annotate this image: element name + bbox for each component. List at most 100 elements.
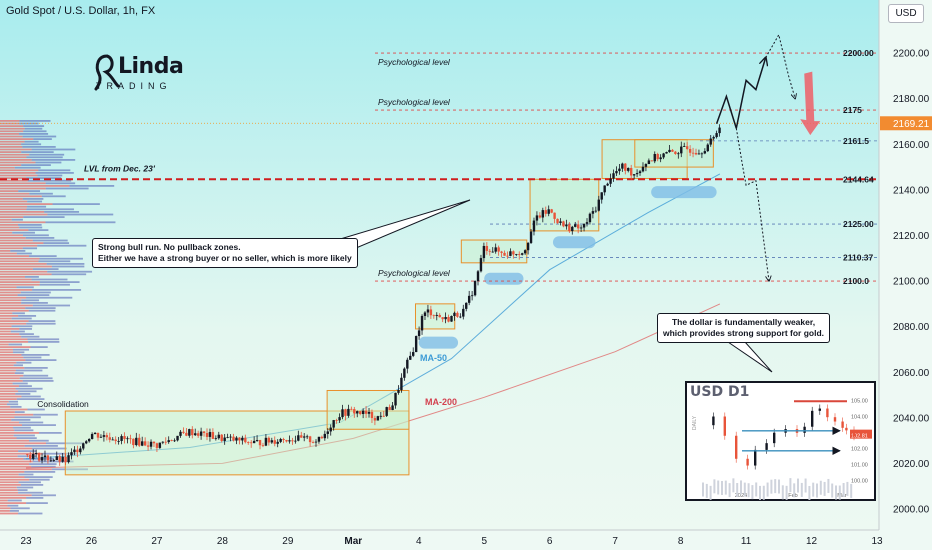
volume-profile-buy-bar — [16, 252, 32, 255]
volume-profile-sell-bar — [0, 200, 28, 203]
volume-profile-sell-bar — [0, 250, 11, 252]
volume-profile-buy-bar — [25, 359, 57, 361]
candle-body — [238, 437, 241, 441]
x-tick-label: 7 — [612, 536, 618, 547]
volume-profile-sell-bar — [0, 465, 32, 468]
volume-profile-buy-bar — [37, 244, 87, 247]
candle-body — [591, 211, 595, 214]
logo-subtext: TRADING — [96, 81, 172, 91]
volume-profile-buy-bar — [47, 270, 93, 273]
volume-profile-sell-bar — [0, 330, 11, 333]
x-tick-label: 28 — [217, 536, 229, 547]
candle-body — [300, 435, 303, 438]
inset-candle-body — [754, 449, 757, 466]
volume-profile-sell-bar — [0, 359, 26, 361]
candle-body — [252, 440, 256, 444]
volume-profile-buy-bar — [31, 159, 76, 161]
candle-body — [541, 210, 545, 218]
volume-profile-buy-bar — [30, 346, 48, 348]
candle-body — [465, 302, 468, 309]
candle-body — [55, 456, 58, 461]
candle-body — [685, 146, 689, 149]
candle-body — [338, 417, 341, 421]
volume-profile-buy-bar — [19, 226, 43, 229]
volume-profile-buy-bar — [22, 247, 38, 250]
volume-profile-buy-bar — [13, 364, 23, 367]
volume-profile-buy-bar — [28, 309, 56, 312]
candle-body — [571, 226, 574, 232]
inset-volume-bar — [789, 478, 792, 493]
volume-profile-sell-bar — [0, 153, 30, 156]
volume-profile-sell-bar — [0, 491, 19, 494]
inset-volume-bar — [736, 483, 739, 498]
candle-body — [470, 295, 474, 297]
volume-profile-buy-bar — [32, 289, 82, 291]
candle-body — [199, 431, 203, 436]
candle-body — [715, 133, 718, 138]
candle-body — [426, 309, 430, 313]
volume-profile-buy-bar — [24, 276, 39, 278]
volume-profile-sell-bar — [0, 486, 17, 489]
candle-body — [506, 255, 509, 257]
candle-body — [146, 445, 150, 447]
candle-body — [61, 456, 64, 462]
volume-profile-sell-bar — [0, 424, 22, 426]
x-tick-label: 26 — [86, 536, 98, 547]
inset-volume-bar — [713, 479, 716, 494]
candle-body — [441, 317, 444, 320]
candle-body — [123, 436, 126, 439]
candle-body — [326, 431, 329, 434]
candle-body — [232, 436, 235, 441]
candle-body — [621, 163, 624, 169]
volume-profile-sell-bar — [0, 185, 70, 187]
volume-profile-buy-bar — [14, 429, 34, 432]
inset-y-tick: 104.00 — [851, 415, 868, 421]
volume-profile-buy-bar — [17, 455, 37, 458]
candle-body — [229, 436, 232, 438]
candle-body — [158, 442, 162, 448]
inset-volume-bar — [728, 483, 731, 498]
volume-profile-buy-bar — [26, 296, 73, 299]
volume-profile-buy-bar — [18, 224, 42, 226]
volume-profile-buy-bar — [29, 478, 50, 481]
inset-candle-body — [833, 417, 837, 422]
x-tick-label: 6 — [547, 536, 553, 547]
candle-body — [523, 250, 527, 254]
volume-profile-sell-bar — [0, 413, 34, 416]
candle-body — [438, 314, 441, 318]
candle-body — [34, 453, 38, 455]
volume-profile-buy-bar — [23, 234, 49, 237]
volume-profile-sell-bar — [0, 504, 8, 507]
ma200-label: MA-200 — [425, 397, 457, 407]
candle-body — [582, 223, 586, 228]
candle-body — [87, 439, 91, 442]
volume-profile-buy-bar — [32, 268, 59, 270]
volume-profile-sell-bar — [0, 400, 9, 403]
candle-body — [500, 251, 503, 253]
inset-volume-bar — [762, 485, 765, 500]
volume-profile-sell-bar — [0, 346, 31, 348]
inset-volume-bar — [778, 479, 780, 494]
volume-profile-buy-bar — [18, 450, 37, 452]
currency-button[interactable]: USD — [888, 4, 924, 23]
inset-candle-body — [845, 427, 848, 431]
chart-title: Gold Spot / U.S. Dollar, 1h, FX — [6, 5, 156, 17]
volume-profile-buy-bar — [17, 294, 50, 296]
volume-profile-buy-bar — [51, 265, 85, 268]
volume-profile-buy-bar — [21, 424, 56, 426]
volume-profile-sell-bar — [0, 455, 18, 458]
volume-profile-buy-bar — [19, 133, 49, 135]
volume-profile-buy-bar — [51, 273, 87, 276]
candle-body — [173, 440, 176, 442]
volume-profile-buy-bar — [25, 307, 56, 309]
volume-profile-sell-bar — [0, 276, 25, 278]
volume-profile-buy-bar — [24, 476, 53, 478]
candle-body — [361, 410, 365, 415]
x-tick-label: 29 — [282, 536, 294, 547]
candle-body — [638, 171, 642, 174]
candle-body — [547, 209, 550, 214]
inset-y-tick: 102.00 — [851, 447, 868, 453]
candle-body — [67, 455, 70, 463]
candle-body — [588, 213, 592, 223]
